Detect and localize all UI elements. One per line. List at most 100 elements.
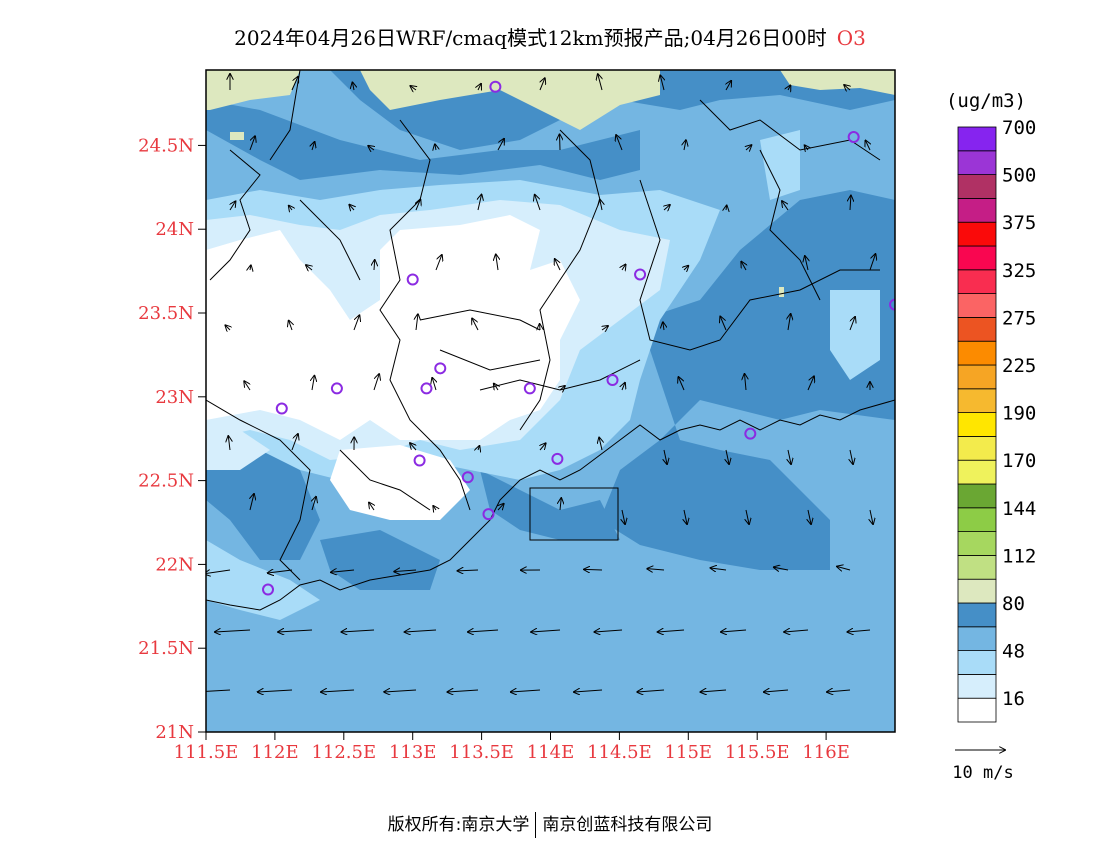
wind-arrow: [584, 569, 603, 570]
station-marker: [744, 427, 757, 440]
wind-arrow: [870, 509, 873, 524]
station-marker: [413, 454, 426, 467]
wind-arrow: [341, 630, 375, 632]
colorbar-swatch: [957, 483, 997, 509]
colorbar-swatch: [957, 388, 997, 413]
station-marker: [551, 452, 564, 465]
wind-arrow: [394, 570, 417, 572]
monitoring-stations: [262, 80, 895, 596]
colorbar-swatch: [957, 674, 997, 699]
wind-arrow: [268, 570, 293, 573]
station-marker: [847, 131, 860, 144]
wind-arrow: [788, 85, 790, 90]
wind-arrow: [249, 136, 255, 151]
wind-arrow: [600, 200, 602, 211]
wind-arrow: [745, 374, 746, 391]
longitude-axis: 111.5E 112E 112.5E 113E 113.5E 114E 114.5E 115E…: [174, 732, 850, 763]
wind-arrow: [374, 260, 375, 271]
wind-arrow: [458, 570, 479, 571]
wind-arrow: [647, 569, 665, 570]
colorbar-swatch: [957, 435, 997, 461]
wind-arrow: [726, 206, 727, 210]
wind-arrow: [250, 265, 251, 270]
footer-separator: [535, 812, 537, 838]
lat-tick-label: 23.5N: [138, 303, 194, 324]
wind-arrow: [250, 494, 254, 511]
wind-arrow: [478, 195, 482, 211]
wind-arrow: [278, 630, 313, 632]
wind-arrow: [244, 381, 250, 391]
wind-arrow: [511, 690, 541, 692]
wind-arrow: [448, 690, 479, 692]
wind-arrow: [684, 509, 687, 524]
wind-arrow: [807, 376, 814, 391]
title-text: 2024年04月26日WRF/cmaq模式12km预报产品;04月26日00时: [234, 26, 827, 50]
wind-arrow: [494, 384, 498, 390]
lat-tick-label: 21.5N: [138, 638, 194, 659]
lon-tick-label: 116E: [802, 742, 850, 763]
lat-tick-label: 24N: [155, 219, 194, 240]
wind-arrow: [788, 449, 791, 464]
colorbar-swatch: [957, 507, 997, 532]
wind-arrow: [741, 262, 746, 271]
wind-arrow: [468, 630, 499, 632]
colorbar-swatch: [957, 555, 997, 580]
wind-arrow: [435, 144, 436, 150]
wind-arrow: [774, 567, 789, 570]
wind-arrow: [764, 690, 789, 692]
colorbar-label: 112: [1002, 545, 1036, 567]
wind-arrow: [805, 145, 808, 150]
colorbar-swatch: [957, 197, 997, 223]
station-marker: [606, 374, 619, 387]
wind-arrow: [416, 314, 418, 331]
wind-arrow: [331, 570, 355, 572]
colorbar-swatch: [957, 412, 997, 437]
wind-arrow: [684, 140, 686, 151]
wind-arrow: [540, 443, 546, 451]
wind-arrow: [433, 506, 436, 510]
colorbar-label: 275: [1002, 307, 1036, 329]
wind-arrow: [215, 630, 251, 632]
wind-arrow: [540, 78, 545, 91]
pollutant-label: O3: [836, 26, 866, 50]
colorbar-swatch: [957, 269, 997, 294]
colorbar-swatch: [957, 340, 997, 366]
colorbar-swatch: [957, 245, 997, 271]
wind-arrow: [784, 630, 809, 632]
wind-arrow: [746, 509, 749, 524]
colorbar-swatch: [957, 174, 997, 199]
lon-tick-label: 111.5E: [174, 742, 239, 763]
lat-tick-label: 23N: [155, 387, 194, 408]
wind-arrow: [353, 315, 359, 331]
wind-arrow: [312, 142, 315, 151]
wind-arrow: [496, 255, 498, 271]
wind-arrow: [637, 690, 665, 692]
wind-arrow: [788, 314, 791, 331]
colorbar-label: 375: [1002, 212, 1036, 234]
wind-arrow: [369, 503, 374, 511]
wind-arrow: [230, 201, 235, 211]
colorbar-swatch: [957, 531, 997, 556]
wind-legend: 10 m/s: [952, 750, 1014, 783]
station-marker: [482, 508, 495, 521]
wind-arrow: [291, 77, 298, 91]
station-marker: [275, 402, 288, 415]
wind-arrow: [865, 141, 870, 151]
wind-arrow: [478, 84, 481, 90]
wind-arrow: [352, 82, 354, 91]
lat-tick-label: 22.5N: [138, 471, 194, 492]
wind-arrow: [289, 321, 292, 331]
wind-arrow: [206, 689, 231, 692]
wind-arrow: [869, 254, 875, 271]
wind-arrow: [622, 383, 625, 391]
colorbar-swatch: [957, 626, 997, 651]
station-marker: [523, 382, 536, 395]
wind-arrow: [805, 256, 808, 271]
wind-arrow: [478, 446, 479, 450]
station-marker: [420, 382, 433, 395]
station-marker: [461, 471, 474, 484]
colorbar-swatch: [957, 697, 997, 723]
colorbar-label: 48: [1002, 641, 1025, 663]
colorbar-swatch: [957, 650, 997, 675]
wind-arrow: [321, 690, 355, 692]
